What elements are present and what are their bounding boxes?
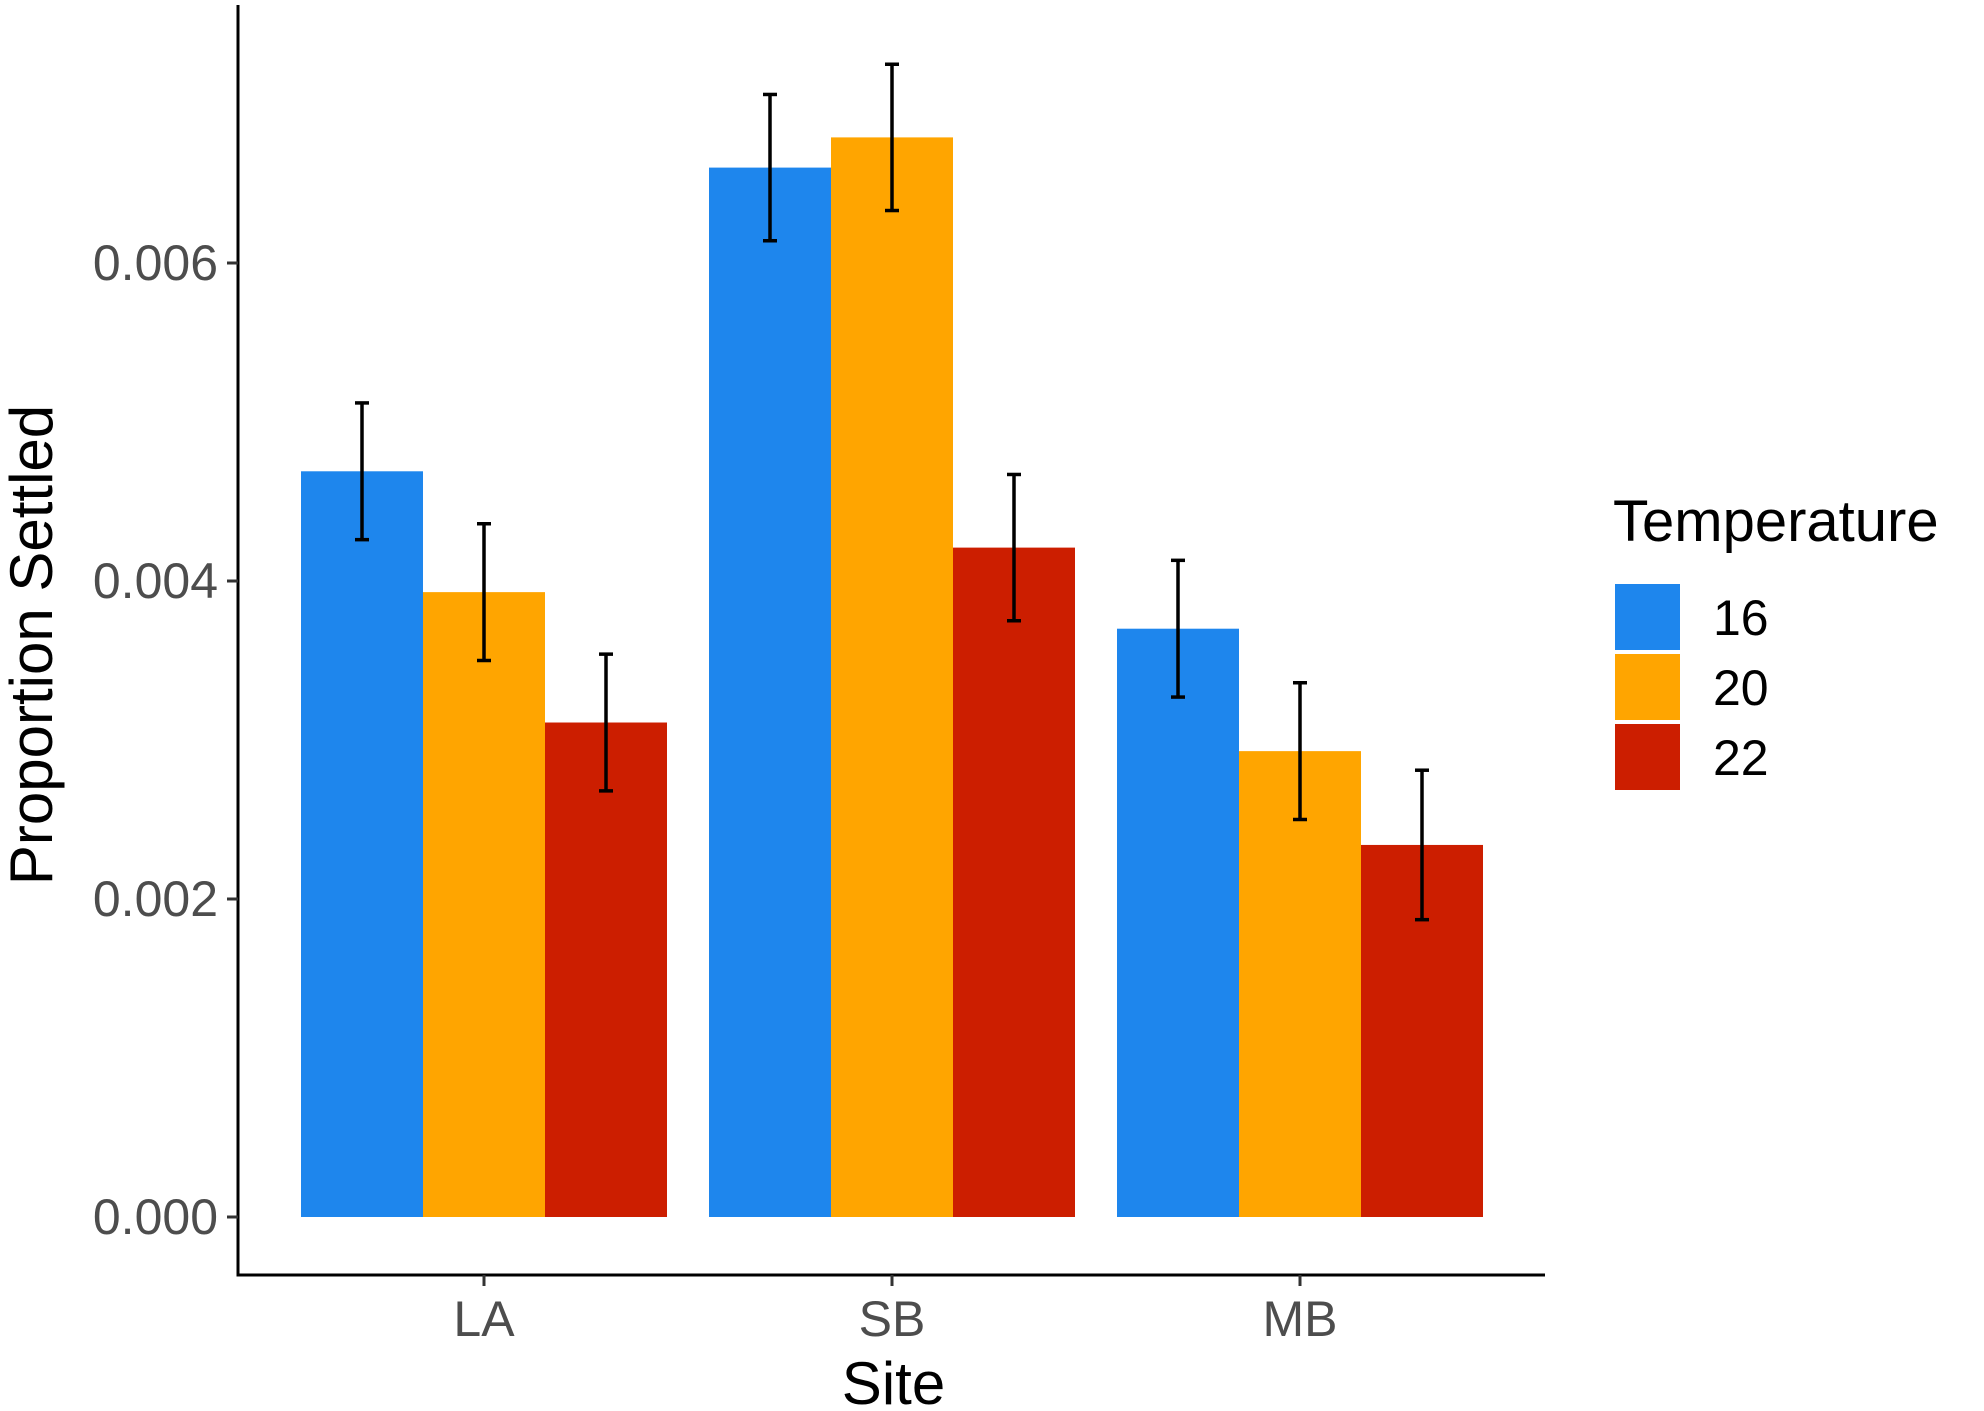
y-tick-label: 0.006 xyxy=(93,235,218,291)
y-axis-title: Proportion Settled xyxy=(0,405,65,885)
bar-LA-16 xyxy=(301,471,423,1217)
legend-label: 20 xyxy=(1713,660,1769,716)
axes: 0.000 0.002 0.004 0.006 LA SB MB xyxy=(93,5,1545,1347)
x-tick-label: SB xyxy=(859,1291,926,1347)
error-bar-LA-20 xyxy=(477,522,491,663)
y-tick-label: 0.000 xyxy=(93,1189,218,1245)
legend-item-16: 16 xyxy=(1615,584,1769,650)
error-bar-MB-22 xyxy=(1415,768,1429,922)
bar-MB-20 xyxy=(1239,751,1361,1217)
error-bar-MB-20 xyxy=(1293,681,1307,822)
bar-SB-22 xyxy=(953,547,1075,1217)
y-tick-label: 0.002 xyxy=(93,871,218,927)
plot-area xyxy=(301,62,1483,1218)
legend-item-22: 22 xyxy=(1615,724,1769,790)
error-bar-SB-20 xyxy=(885,62,899,213)
legend-key xyxy=(1615,584,1680,650)
error-bar-LA-22 xyxy=(599,652,613,793)
error-bar-MB-16 xyxy=(1171,558,1185,699)
legend-label: 16 xyxy=(1713,590,1769,646)
error-bar-SB-16 xyxy=(763,92,777,243)
x-tick-label: LA xyxy=(453,1291,515,1347)
legend-key xyxy=(1615,724,1680,790)
bar-MB-16 xyxy=(1117,628,1239,1217)
bar-LA-22 xyxy=(545,722,667,1217)
bar-SB-20 xyxy=(831,137,953,1217)
error-bar-SB-22 xyxy=(1007,472,1021,623)
legend-label: 22 xyxy=(1713,730,1769,786)
x-tick-label: MB xyxy=(1263,1291,1338,1347)
bar-SB-16 xyxy=(709,167,831,1218)
legend-title: Temperature xyxy=(1613,489,1939,554)
x-axis-title: Site xyxy=(842,1350,945,1411)
y-tick-label: 0.004 xyxy=(93,553,218,609)
legend-item-20: 20 xyxy=(1615,654,1769,720)
legend-key xyxy=(1615,654,1680,720)
legend: Temperature 16 20 22 xyxy=(1613,489,1939,790)
bar-LA-20 xyxy=(423,592,545,1217)
error-bar-LA-16 xyxy=(355,401,369,542)
